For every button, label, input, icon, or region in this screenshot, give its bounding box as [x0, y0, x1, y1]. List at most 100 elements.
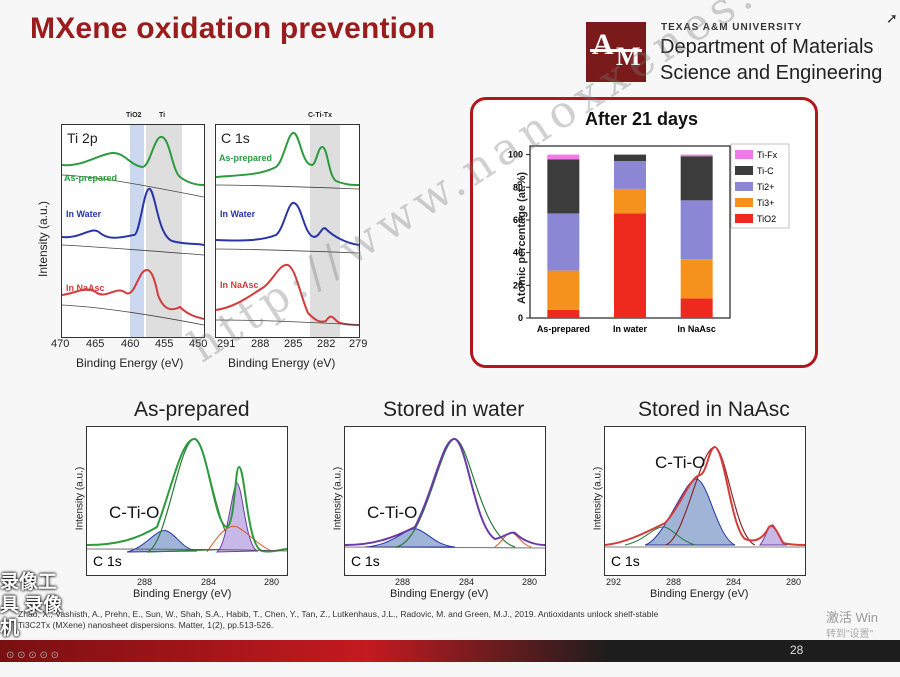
extra-component: [206, 525, 273, 553]
envelope-curve: [345, 438, 545, 546]
fit2-ylabel: Intensity (a.u.): [332, 466, 344, 531]
c-ti-tx-top-label: C-Ti-Tx: [308, 112, 332, 119]
bar-segment: [547, 154, 580, 160]
bar-segment: [547, 159, 580, 214]
c1s-panel-label: C 1s: [221, 130, 250, 146]
fit-plot-naasc: [605, 445, 805, 548]
fit-plot-water: [345, 438, 545, 549]
chart-title: After 21 days: [585, 109, 699, 129]
bar-segment: [614, 154, 646, 162]
mouse-cursor-icon: ➚: [886, 10, 898, 26]
ti2p-plot: [62, 125, 204, 337]
fit-heading-water: Stored in water: [383, 398, 525, 421]
chart-ylabel: Atomic percentage (at.%): [516, 171, 528, 305]
c-ti-component: [215, 482, 259, 553]
legend-swatch: [735, 214, 753, 223]
bar-segment: [547, 270, 580, 310]
c-ti-o-annotation: C-Ti-O: [367, 503, 418, 522]
slideshow-controls-icon[interactable]: ⊙ ⊙ ⊙ ⊙ ⊙: [6, 650, 60, 661]
y-tick-label: 60: [513, 215, 523, 225]
ti2p-xtick: 460: [121, 338, 140, 350]
tio2-top-label: TiO2: [126, 112, 142, 119]
ti2p-xlabel: Binding Energy (eV): [76, 356, 184, 370]
bar-segment: [614, 213, 646, 318]
c1s-plot: [216, 125, 359, 337]
c1s-corner-label: C 1s: [611, 553, 640, 569]
fit-panel-water: C-Ti-O C 1s: [344, 426, 546, 576]
ti2p-label-water: In Water: [66, 209, 102, 219]
ti2p-label-as-prepared: As-prepared: [64, 173, 118, 183]
tamu-logo: A M: [586, 22, 646, 82]
x-category-label: In NaAsc: [677, 324, 716, 334]
envelope-curve: [605, 445, 805, 546]
c1s-xtick: 282: [317, 338, 336, 350]
legend-label: TiO2: [757, 214, 776, 224]
ti2p-bg-2: [62, 244, 204, 256]
logo-letter-m: M: [616, 42, 641, 71]
c1s-corner-label: C 1s: [93, 553, 122, 569]
ti2p-naasc-curve: [62, 269, 204, 320]
fit1-xlabel: Binding Energy (eV): [133, 588, 232, 600]
c1s-xtick: 285: [284, 338, 303, 350]
bar-segment: [680, 154, 713, 157]
c-ti-o-component: [126, 530, 198, 553]
c1s-xtick: 291: [217, 338, 236, 350]
ti2p-xtick: 455: [155, 338, 174, 350]
envelope-curve: [87, 438, 287, 553]
c1s-xtick: 279: [349, 338, 368, 350]
fit2-xtick: 288: [395, 577, 411, 587]
y-tick-label: 80: [513, 182, 523, 192]
bar-segment: [680, 200, 713, 260]
c1s-xlabel: Binding Energy (eV): [228, 356, 336, 370]
fit3-xtick: 292: [606, 577, 622, 587]
legend-label: Ti2+: [757, 182, 774, 192]
c1s-label-water: In Water: [220, 209, 256, 219]
c1s-water-curve: [216, 202, 359, 246]
ti2p-xtick: 470: [51, 338, 70, 350]
windows-activation-text: 激活 Win: [826, 610, 879, 625]
fit1-xtick: 288: [137, 577, 153, 587]
c-ti-o-component: [364, 528, 456, 548]
extra-component: [624, 526, 696, 546]
fit2-xtick: 280: [522, 577, 538, 587]
fit-panel-as-prepared: C-Ti-O C 1s: [86, 426, 288, 576]
y-tick-label: 40: [513, 248, 523, 258]
c1s-xtick: 288: [251, 338, 270, 350]
fit3-xtick: 288: [666, 577, 682, 587]
department-line-1: Department of Materials: [660, 36, 874, 58]
c-ti-o-annotation: C-Ti-O: [655, 453, 706, 472]
legend-label: Ti3+: [757, 198, 774, 208]
stacked-bar-chart: 0 20 40 60 80 100 As-prepared In water In NaAsc T…: [508, 143, 790, 334]
c-ti-o-annotation: C-Ti-O: [109, 503, 160, 522]
fit2-xlabel: Binding Energy (eV): [390, 588, 489, 600]
ti-top-label: Ti: [159, 112, 166, 119]
footer-accent: [0, 640, 610, 662]
ti2p-xtick: 465: [86, 338, 105, 350]
fit-heading-as-prepared: As-prepared: [134, 398, 250, 421]
ti2p-water-curve: [62, 187, 204, 246]
fit1-ylabel: Intensity (a.u.): [74, 466, 86, 531]
ti2p-bg-1: [62, 174, 204, 198]
fit1-xtick: 280: [264, 577, 280, 587]
legend-label: Ti-Fx: [757, 150, 778, 160]
slide-title: MXene oxidation prevention: [30, 12, 436, 45]
ti2p-panel: Ti 2p As-prepared In Water In NaAsc: [61, 124, 205, 338]
c1s-corner-label: C 1s: [351, 553, 380, 569]
fit3-ylabel: Intensity (a.u.): [592, 466, 604, 531]
bar-segment: [680, 259, 713, 299]
baseline: [87, 548, 287, 552]
fit3-xtick: 280: [786, 577, 802, 587]
c1s-bg-1: [216, 184, 359, 190]
logo-bar: [590, 49, 642, 52]
fit-heading-naasc: Stored in NaAsc: [638, 398, 790, 421]
bar-segment: [614, 161, 646, 189]
bar-segment: [680, 156, 713, 201]
fit1-xtick: 284: [201, 577, 217, 587]
recording-tool-overlay: 录像工具 录像机: [0, 572, 63, 639]
ti2p-bg-3: [62, 304, 204, 326]
legend-label: Ti-C: [757, 166, 774, 176]
c1s-bg-3: [216, 319, 359, 326]
legend-swatch: [735, 150, 753, 159]
x-category-label: In water: [613, 324, 648, 334]
